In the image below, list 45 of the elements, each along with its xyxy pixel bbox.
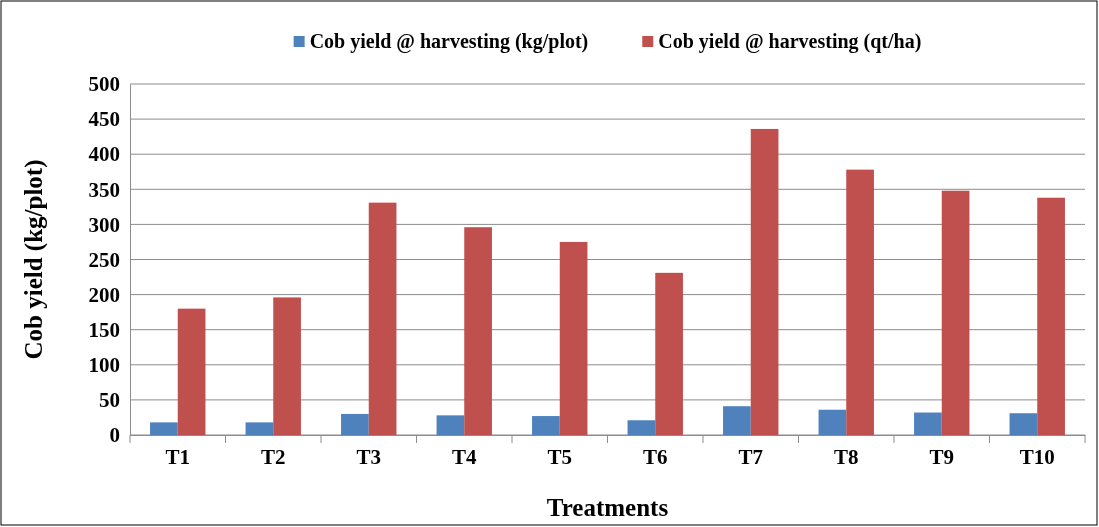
y-axis-title: Cob yield (kg/plot) (20, 159, 48, 360)
y-tick-label: 300 (88, 212, 120, 237)
bar (750, 128, 779, 435)
x-axis-title: Treatments (546, 494, 669, 521)
bar (914, 412, 942, 435)
y-tick-label: 0 (109, 423, 120, 448)
bar (177, 308, 206, 435)
x-tick-label: T9 (929, 444, 955, 469)
legend-label: Cob yield @ harvesting (kg/plot) (309, 30, 589, 53)
x-tick-label: T4 (451, 444, 477, 469)
bar (655, 272, 683, 435)
bar (532, 416, 560, 435)
x-tick-label: T2 (260, 444, 286, 469)
bar (723, 406, 751, 435)
y-tick-label: 450 (88, 107, 120, 132)
bar (341, 413, 369, 435)
y-tick-label: 400 (88, 142, 120, 167)
bar (1009, 413, 1038, 435)
legend-label: Cob yield @ harvesting (qt/ha) (658, 30, 922, 53)
y-tick-label: 250 (88, 247, 120, 272)
x-tick-label: T1 (165, 444, 191, 469)
bar (368, 202, 397, 435)
bar (273, 297, 301, 435)
y-tick-label: 100 (88, 353, 120, 378)
bar (245, 422, 274, 435)
bar (559, 241, 588, 435)
x-tick-label: T5 (547, 444, 573, 469)
bar (627, 420, 656, 435)
bar (150, 422, 178, 435)
y-tick-label: 150 (88, 317, 120, 342)
y-tick-label: 200 (88, 282, 120, 307)
x-tick-label: T8 (833, 444, 859, 469)
bar (941, 190, 970, 435)
x-tick-label: T3 (356, 444, 382, 469)
bar (818, 409, 847, 435)
x-tick-label: T7 (738, 444, 764, 469)
bar (436, 415, 465, 435)
y-tick-label: 50 (99, 388, 120, 413)
y-tick-label: 500 (88, 72, 120, 97)
x-tick-label: T10 (1019, 444, 1055, 469)
bar (846, 169, 874, 435)
y-tick-label: 350 (88, 177, 120, 202)
bar (1037, 197, 1065, 435)
x-tick-label: T6 (642, 444, 668, 469)
bar (464, 227, 492, 435)
